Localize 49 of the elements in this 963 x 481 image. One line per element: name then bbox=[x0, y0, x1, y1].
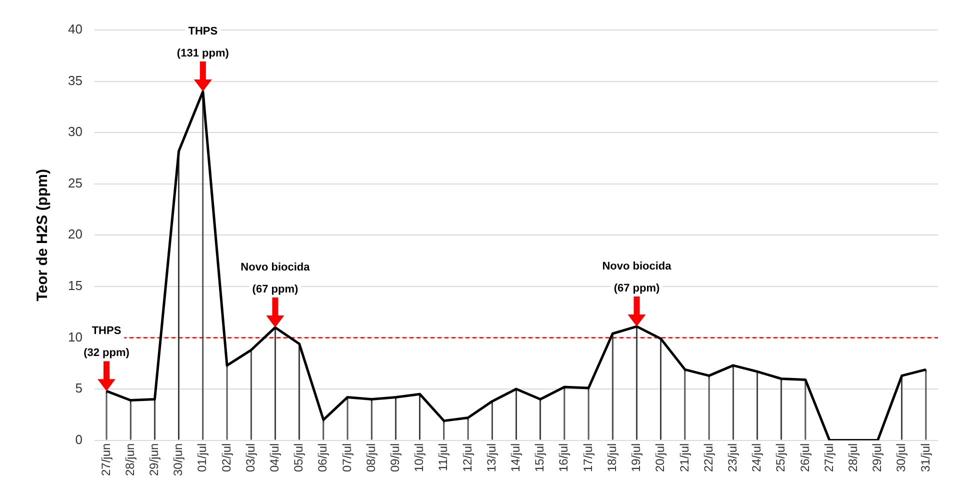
x-tick-label: 12/jul bbox=[460, 443, 474, 472]
x-tick-label: 15/jul bbox=[532, 443, 547, 472]
x-tick-label: 06/jul bbox=[316, 443, 330, 472]
x-tick-label: 07/jul bbox=[340, 443, 354, 472]
x-tick-label: 29/jul bbox=[870, 443, 884, 472]
x-tick-label: 30/jul bbox=[894, 443, 908, 472]
annotation: THPS (32 ppm) bbox=[84, 325, 130, 360]
x-tick-label: 18/jul bbox=[604, 443, 619, 472]
x-tick-label: 27/jun bbox=[98, 443, 113, 476]
x-tick-label: 23/jul bbox=[725, 443, 740, 472]
x-tick-label: 16/jul bbox=[556, 443, 571, 472]
y-tick-label: 0 bbox=[75, 432, 82, 447]
x-tick-label: 14/jul bbox=[508, 443, 523, 472]
annotation: Novo biocida (67 ppm) bbox=[240, 262, 311, 296]
x-tick-label: 17/jul bbox=[580, 443, 595, 472]
x-tick-label: 28/jul bbox=[846, 443, 860, 472]
y-tick-label: 5 bbox=[75, 380, 82, 396]
y-tick-label: 10 bbox=[68, 329, 82, 344]
x-tick-label: 28/jun bbox=[122, 443, 137, 476]
x-tick-label: 01/jul bbox=[195, 443, 210, 472]
x-tick-label: 03/jul bbox=[243, 443, 258, 472]
x-tick-label: 22/jul bbox=[701, 443, 716, 472]
y-tick-label: 40 bbox=[68, 22, 82, 37]
x-tick-label: 04/jul bbox=[268, 443, 282, 472]
x-tick-label: 11/jul bbox=[436, 443, 450, 472]
x-tick-label: 24/jul bbox=[750, 443, 764, 472]
y-tick-label: 35 bbox=[68, 72, 82, 88]
y-tick-label: 15 bbox=[68, 278, 82, 294]
x-tick-label: 13/jul bbox=[484, 443, 498, 472]
x-tick-label: 27/jul bbox=[822, 443, 836, 472]
y-axis-title: Teor de H2S (ppm) bbox=[34, 169, 52, 302]
x-tick-label: 21/jul bbox=[677, 443, 692, 472]
y-tick-label: 20 bbox=[68, 226, 82, 242]
y-tick-label: 25 bbox=[68, 175, 82, 190]
x-tick-label: 05/jul bbox=[292, 443, 306, 472]
annotation: Novo biocida (67 ppm) bbox=[602, 260, 672, 294]
x-tick-label: 20/jul bbox=[653, 443, 668, 472]
x-tick-label: 30/jun bbox=[171, 443, 186, 476]
x-tick-label: 29/jun bbox=[147, 443, 162, 476]
x-tick-label: 09/jul bbox=[388, 443, 402, 472]
x-tick-label: 26/jul bbox=[798, 443, 812, 472]
x-tick-label: 10/jul bbox=[412, 443, 426, 472]
annotation: THPS (131 ppm) bbox=[176, 26, 230, 60]
x-tick-label: 19/jul bbox=[629, 443, 644, 472]
x-tick-label: 02/jul bbox=[219, 443, 234, 472]
x-tick-label: 25/jul bbox=[774, 443, 788, 472]
y-tick-label: 30 bbox=[68, 124, 82, 140]
x-tick-label: 31/jul bbox=[918, 443, 932, 472]
x-tick-label: 08/jul bbox=[364, 443, 378, 472]
